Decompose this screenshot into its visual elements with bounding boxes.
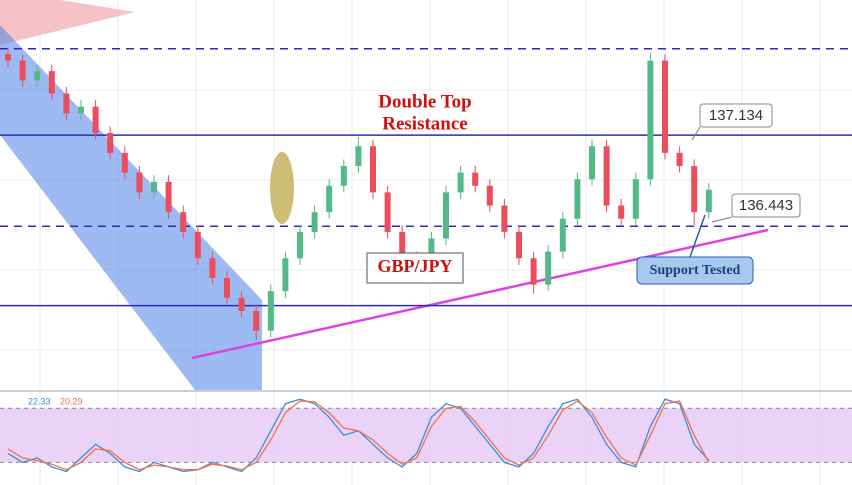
down-channel — [0, 25, 262, 390]
candle-body — [355, 146, 362, 167]
candle-body — [165, 181, 172, 213]
candle-body — [691, 166, 698, 213]
candle-body — [501, 205, 508, 232]
candle-body — [618, 205, 625, 219]
candle-body — [443, 192, 449, 239]
candle-body — [34, 71, 41, 81]
osc-value: 20.29 — [60, 396, 83, 406]
candle-body — [5, 54, 11, 61]
annotation-box — [636, 256, 754, 285]
candle-body — [311, 212, 318, 232]
candle-body — [662, 60, 668, 153]
support-trendline — [191, 228, 769, 360]
candle-body — [676, 152, 683, 167]
candle-body — [194, 231, 201, 259]
candle-body — [370, 146, 376, 193]
annotation-box — [366, 252, 464, 284]
price-label: 137.134 — [709, 107, 763, 124]
price-label: 136.443 — [739, 197, 793, 214]
candle-body — [486, 185, 493, 206]
candle-body — [545, 251, 552, 285]
candle-body — [297, 231, 303, 259]
candle-body — [282, 258, 289, 292]
candle-body — [19, 60, 26, 81]
candle-body — [253, 310, 260, 331]
candle-body — [457, 172, 464, 193]
candle-body — [107, 133, 114, 153]
candle-body — [121, 152, 128, 173]
candle-body — [399, 231, 406, 259]
candle-body — [603, 146, 610, 206]
label-pointer — [711, 216, 733, 223]
annotation: GBP/JPY — [378, 256, 453, 276]
candle-body — [63, 93, 70, 114]
candle-body — [647, 60, 654, 180]
annotation: Support Tested — [650, 263, 741, 278]
annotation-pointer — [689, 214, 706, 258]
price-label-box — [699, 103, 773, 128]
candle-body — [384, 192, 391, 232]
double-top-marker — [270, 152, 294, 224]
osc-value: 22.33 — [28, 396, 51, 406]
candle-body — [530, 258, 537, 285]
candle-body — [632, 179, 639, 219]
osc-line — [7, 400, 710, 471]
candle-body — [224, 278, 230, 298]
candle-body — [136, 172, 143, 193]
candle-body — [516, 231, 522, 259]
candle-body — [340, 166, 347, 186]
osc-band — [0, 408, 852, 463]
label-pointer — [691, 126, 701, 141]
candle-body — [180, 212, 187, 232]
pink-area — [0, 0, 135, 45]
candle-body — [559, 218, 566, 252]
candle-body — [209, 258, 216, 279]
candle-body — [326, 185, 333, 213]
candle-body — [589, 146, 595, 180]
candle-body — [78, 106, 84, 114]
price-label-box — [731, 193, 801, 218]
candle-body — [574, 179, 581, 219]
annotation: Double Top — [378, 91, 471, 112]
candle-body — [267, 291, 274, 331]
candle-body — [92, 106, 99, 134]
annotation: Resistance — [382, 113, 467, 134]
candle-body — [238, 297, 245, 311]
candle-body — [151, 181, 157, 193]
candle-body — [705, 189, 712, 213]
candle-body — [48, 71, 55, 94]
candle-body — [472, 172, 479, 186]
